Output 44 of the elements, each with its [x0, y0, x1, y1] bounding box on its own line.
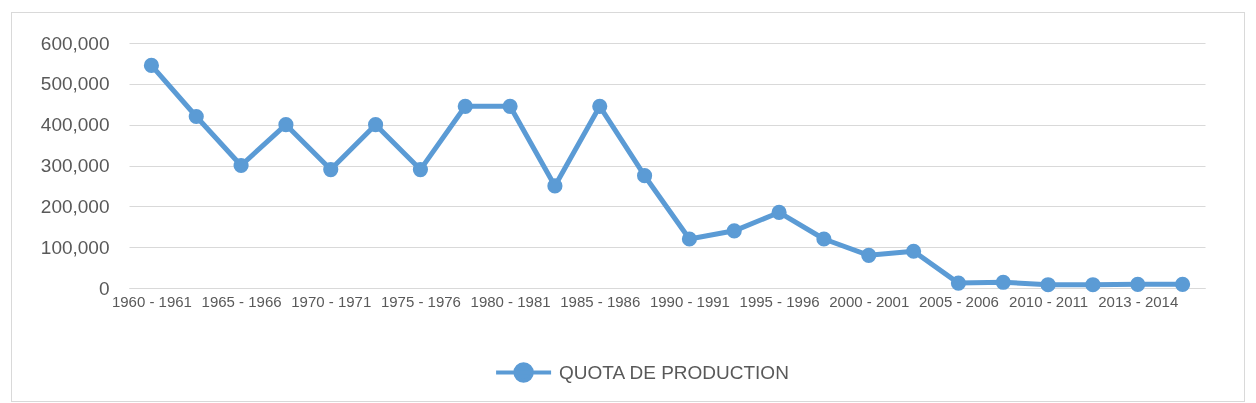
y-tick-label: 600,000 [40, 32, 110, 54]
point [995, 274, 1011, 290]
point [950, 275, 966, 291]
point [323, 162, 339, 178]
point [143, 57, 159, 74]
x-tick-label: 1985 - 1986 [560, 292, 641, 310]
point [233, 157, 249, 174]
point [278, 117, 294, 133]
point [681, 231, 697, 247]
x-tick-label: 2000 - 2001 [829, 292, 910, 310]
point [816, 231, 832, 247]
point [188, 108, 204, 125]
point [412, 162, 428, 178]
y-tick-label: 500,000 [40, 73, 110, 95]
point [637, 168, 653, 184]
x-tick-label: 1980 - 1981 [470, 292, 551, 310]
x-tick-label: 2005 - 2006 [918, 292, 999, 310]
point [502, 98, 518, 114]
point [1175, 276, 1191, 292]
y-tick-label: 100,000 [40, 236, 110, 258]
point [592, 98, 608, 114]
y-tick-label: 200,000 [40, 195, 110, 217]
point [1040, 277, 1056, 293]
point [457, 98, 473, 114]
point [1085, 277, 1101, 293]
y-tick-label: 400,000 [40, 114, 110, 136]
point [1130, 276, 1146, 292]
x-tick-label: 2010 - 2011 [1009, 292, 1089, 310]
point [726, 223, 742, 239]
legend-label: QUOTA DE PRODUCTION [559, 361, 789, 383]
x-tick-label: 1970 - 1971 [291, 292, 372, 310]
x-tick-label: 1960 - 1961 [111, 292, 192, 310]
point [547, 178, 563, 194]
x-tick-label: 1990 - 1991 [649, 292, 730, 310]
x-tick-label: 2013 - 2014 [1098, 292, 1179, 310]
y-tick-label: 0 [98, 277, 110, 299]
y-tick-label: 300,000 [40, 155, 110, 176]
x-tick-label: 1975 - 1976 [380, 292, 461, 310]
point [368, 117, 384, 133]
point [861, 247, 877, 263]
point [771, 204, 787, 221]
point [906, 243, 922, 259]
x-tick-label: 1965 - 1966 [201, 292, 282, 310]
x-tick-label: 1995 - 1996 [739, 292, 820, 310]
